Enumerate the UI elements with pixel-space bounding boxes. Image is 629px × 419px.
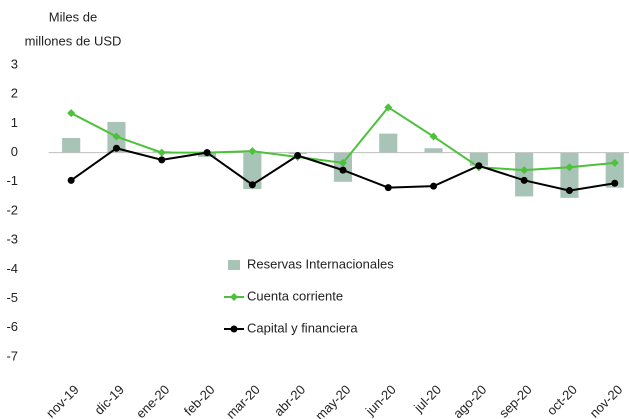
y-tick-label: 1 bbox=[11, 115, 18, 130]
bar bbox=[243, 152, 262, 190]
point bbox=[157, 148, 166, 157]
legend-marker bbox=[230, 325, 238, 333]
legend-marker bbox=[230, 293, 238, 301]
point bbox=[338, 158, 347, 167]
point bbox=[203, 149, 211, 157]
legend-label: Capital y financiera bbox=[247, 320, 358, 335]
bar bbox=[560, 152, 579, 198]
x-tick-label: mar-20 bbox=[223, 382, 263, 419]
legend-swatch bbox=[228, 260, 240, 270]
x-tick-label: ene-20 bbox=[133, 382, 172, 419]
x-tick-label: jun-20 bbox=[362, 382, 399, 419]
point bbox=[339, 166, 347, 174]
point bbox=[610, 158, 619, 167]
point bbox=[158, 156, 166, 164]
x-tick-label: sep-20 bbox=[496, 382, 535, 419]
x-tick-label: abr-20 bbox=[271, 382, 308, 419]
point bbox=[67, 109, 76, 118]
point bbox=[384, 103, 393, 112]
x-tick-label: jul-20 bbox=[410, 382, 444, 416]
y-tick-label: 2 bbox=[11, 86, 18, 101]
bar bbox=[605, 152, 624, 188]
point bbox=[475, 162, 483, 170]
bar bbox=[515, 152, 534, 197]
point bbox=[430, 182, 438, 190]
point bbox=[248, 147, 257, 156]
point bbox=[112, 132, 121, 141]
y-tick-label: 3 bbox=[11, 56, 18, 71]
point bbox=[520, 176, 528, 184]
point bbox=[67, 176, 75, 184]
y-tick-label: -4 bbox=[6, 261, 18, 276]
y-tick-label: -2 bbox=[6, 202, 18, 217]
y-tick-label: -3 bbox=[6, 232, 18, 247]
legend-label: Reservas Internacionales bbox=[247, 256, 394, 271]
x-tick-label: nov-20 bbox=[587, 382, 626, 419]
x-tick-label: nov-19 bbox=[43, 382, 82, 419]
y-tick-label: 0 bbox=[11, 144, 18, 159]
point bbox=[565, 163, 574, 172]
y-tick-label: -6 bbox=[6, 319, 18, 334]
x-tick-label: may-20 bbox=[312, 382, 353, 419]
x-tick-label: feb-20 bbox=[181, 382, 218, 419]
y-axis-title: Miles de bbox=[49, 9, 97, 24]
point bbox=[429, 132, 438, 141]
point bbox=[112, 144, 120, 152]
bar bbox=[469, 152, 488, 166]
x-tick-label: dic-19 bbox=[91, 382, 127, 418]
point bbox=[520, 166, 529, 175]
y-axis-title: millones de USD bbox=[25, 33, 122, 48]
y-tick-label: -5 bbox=[6, 290, 18, 305]
bar bbox=[62, 138, 81, 153]
legend-label: Cuenta corriente bbox=[247, 288, 343, 303]
point bbox=[248, 181, 256, 189]
y-tick-label: -7 bbox=[6, 348, 18, 363]
point bbox=[294, 152, 302, 160]
point bbox=[565, 187, 573, 195]
bar bbox=[379, 133, 398, 153]
point bbox=[611, 179, 619, 187]
y-tick-label: -1 bbox=[6, 173, 18, 188]
bar bbox=[424, 148, 443, 153]
point bbox=[384, 184, 392, 192]
x-tick-label: oct-20 bbox=[544, 382, 580, 418]
x-tick-label: ago-20 bbox=[450, 382, 489, 419]
